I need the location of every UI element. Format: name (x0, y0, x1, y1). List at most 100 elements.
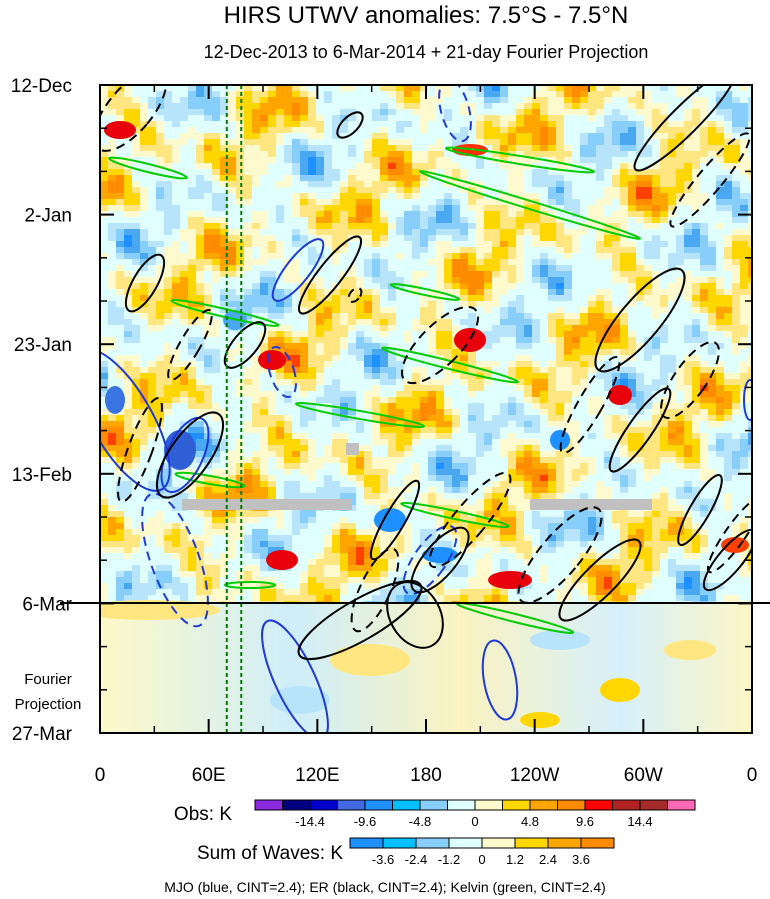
anomaly-cell (596, 127, 605, 134)
anomaly-cell (724, 343, 733, 350)
anomaly-cell (468, 97, 477, 104)
anomaly-cell (532, 439, 541, 446)
anomaly-cell (508, 289, 517, 296)
anomaly-cell (572, 367, 581, 374)
anomaly-cell (692, 103, 701, 110)
anomaly-cell (676, 229, 685, 236)
anomaly-cell (148, 187, 157, 194)
anomaly-cell (524, 415, 533, 422)
anomaly-cell (564, 121, 573, 128)
anomaly-cell (620, 157, 629, 164)
anomaly-cell (692, 193, 701, 200)
anomaly-cell (228, 115, 237, 122)
anomaly-cell (740, 361, 749, 368)
anomaly-cell (540, 175, 549, 182)
anomaly-cell (612, 373, 621, 380)
anomaly-cell (108, 241, 117, 248)
anomaly-cell (188, 151, 197, 158)
anomaly-cell (412, 391, 421, 398)
anomaly-cell (444, 421, 453, 428)
anomaly-cell (708, 409, 717, 416)
anomaly-cell (308, 433, 317, 440)
anomaly-cell (348, 409, 357, 416)
anomaly-cell (244, 211, 253, 218)
anomaly-cell (468, 397, 477, 404)
anomaly-cell (508, 385, 517, 392)
anomaly-cell (436, 343, 445, 350)
anomaly-cell (220, 439, 229, 446)
anomaly-cell (364, 307, 373, 314)
anomaly-cell (388, 265, 397, 272)
anomaly-cell (172, 361, 181, 368)
anomaly-cell (340, 103, 349, 110)
anomaly-cell (188, 385, 197, 392)
anomaly-cell (196, 181, 205, 188)
anomaly-cell (204, 337, 213, 344)
anomaly-cell (732, 397, 741, 404)
anomaly-cell (524, 379, 533, 386)
anomaly-cell (348, 205, 357, 212)
anomaly-cell (660, 91, 669, 98)
anomaly-cell (148, 319, 157, 326)
anomaly-cell (372, 367, 381, 374)
anomaly-cell (484, 157, 493, 164)
anomaly-cell (252, 403, 261, 410)
anomaly-cell (652, 343, 661, 350)
anomaly-cell (372, 319, 381, 326)
anomaly-cell (508, 349, 517, 356)
anomaly-cell (380, 265, 389, 272)
anomaly-cell (268, 331, 277, 338)
anomaly-cell (636, 97, 645, 104)
anomaly-cell (588, 241, 597, 248)
anomaly-cell (588, 187, 597, 194)
anomaly-cell (412, 367, 421, 374)
anomaly-cell (692, 133, 701, 140)
anomaly-cell (460, 121, 469, 128)
anomaly-cell (628, 253, 637, 260)
anomaly-cell (452, 403, 461, 410)
anomaly-cell (676, 343, 685, 350)
anomaly-cell (668, 301, 677, 308)
anomaly-cell (708, 265, 717, 272)
anomaly-cell (548, 403, 557, 410)
anomaly-cell (172, 157, 181, 164)
anomaly-cell (388, 229, 397, 236)
anomaly-cell (660, 205, 669, 212)
anomaly-cell (540, 415, 549, 422)
anomaly-cell (332, 139, 341, 146)
anomaly-cell (580, 127, 589, 134)
anomaly-cell (740, 127, 749, 134)
anomaly-cell (468, 241, 477, 248)
anomaly-cell (364, 343, 373, 350)
anomaly-cell (692, 253, 701, 260)
anomaly-cell (100, 367, 109, 374)
anomaly-cell (172, 85, 181, 92)
anomaly-cell (708, 121, 717, 128)
anomaly-cell (308, 133, 317, 140)
anomaly-cell (716, 439, 725, 446)
anomaly-cell (300, 127, 309, 134)
anomaly-cell (444, 313, 453, 320)
anomaly-cell (532, 265, 541, 272)
anomaly-cell (188, 409, 197, 416)
anomaly-cell (644, 199, 653, 206)
anomaly-cell (660, 115, 669, 122)
anomaly-cell (572, 295, 581, 302)
anomaly-cell (564, 85, 573, 92)
anomaly-cell (308, 379, 317, 386)
anomaly-cell (684, 157, 693, 164)
anomaly-cell (636, 379, 645, 386)
anomaly-cell (508, 391, 517, 398)
anomaly-cell (236, 121, 245, 128)
anomaly-cell (308, 259, 317, 266)
anomaly-cell (236, 157, 245, 164)
anomaly-cell (180, 157, 189, 164)
anomaly-cell (620, 253, 629, 260)
anomaly-cell (452, 139, 461, 146)
anomaly-cell (132, 97, 141, 104)
anomaly-cell (228, 91, 237, 98)
anomaly-cell (420, 403, 429, 410)
anomaly-cell (492, 85, 501, 92)
anomaly-cell (436, 307, 445, 314)
anomaly-cell (236, 277, 245, 284)
